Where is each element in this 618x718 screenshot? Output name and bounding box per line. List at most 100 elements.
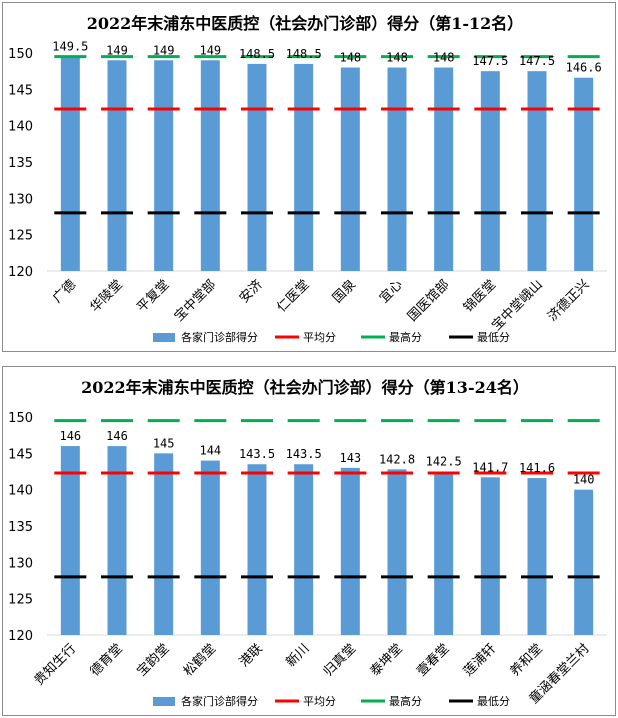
- category-label: 养和堂: [507, 641, 546, 680]
- bar: [527, 478, 547, 635]
- bar: [527, 71, 547, 272]
- category-label: 宝韵堂: [134, 641, 172, 679]
- legend-label: 最高分: [389, 330, 422, 344]
- data-label: 142.8: [379, 452, 415, 466]
- legend-swatch-bar: [153, 697, 175, 706]
- chart-title: 2022年末浦东中医质控（社会办门诊部）得分（第1-12名）: [87, 14, 524, 33]
- y-tick-label: 125: [8, 229, 33, 244]
- category-label: 德育堂: [87, 641, 126, 680]
- chart-panel-bottom: 2022年末浦东中医质控（社会办门诊部）得分（第13-24名） 120 125 130…: [2, 366, 616, 716]
- data-label: 143: [339, 451, 361, 465]
- category-label: 宝中堂部: [172, 277, 219, 324]
- data-label: 143.5: [286, 447, 322, 461]
- category-label: 宝中堂峨山: [489, 277, 546, 334]
- bar: [574, 77, 594, 271]
- data-label: 149: [153, 43, 175, 57]
- y-tick-label: 120: [8, 629, 33, 644]
- category-label: 松鹤堂: [180, 641, 219, 680]
- category-label: 华陵堂: [88, 277, 126, 315]
- category-label: 港联: [237, 641, 266, 670]
- legend-label: 各家门诊部得分: [181, 330, 258, 344]
- category-label: 国泉: [329, 277, 359, 307]
- y-tick-label: 150: [8, 47, 33, 62]
- data-label: 147.5: [519, 54, 555, 68]
- y-tick-label: 150: [8, 411, 33, 426]
- legend-swatch-bar: [153, 333, 175, 342]
- category-label: 国医馆部: [405, 277, 452, 324]
- bar: [480, 477, 500, 635]
- data-label: 145: [153, 436, 175, 450]
- data-label: 143.5: [239, 447, 275, 461]
- data-label: 141.7: [472, 460, 508, 474]
- data-label: 142.5: [426, 455, 462, 469]
- bar: [434, 67, 454, 272]
- bar: [154, 453, 174, 635]
- bar: [247, 464, 267, 635]
- y-tick-label: 140: [8, 484, 33, 499]
- bar: [107, 446, 127, 635]
- category-label: 壹春堂: [414, 641, 452, 679]
- y-tick-label: 130: [8, 192, 33, 207]
- category-label: 济德正兴: [545, 277, 592, 324]
- chart-panel-top: 2022年末浦东中医质控（社会办门诊部）得分（第1-12名） 120 125 130 1…: [2, 2, 616, 352]
- bar: [200, 60, 220, 272]
- y-tick-label: 135: [8, 156, 33, 171]
- legend-label: 最低分: [477, 695, 510, 708]
- legend-label: 平均分: [303, 695, 336, 708]
- data-label: 148: [386, 51, 408, 65]
- legend-label: 最低分: [477, 331, 510, 344]
- category-label: 平复堂: [134, 277, 172, 315]
- category-label: 归真堂: [321, 641, 359, 679]
- legend-label: 平均分: [303, 331, 336, 344]
- data-label: 149.5: [52, 40, 88, 54]
- category-label: 仁医堂: [274, 277, 312, 315]
- category-label: 新川: [283, 641, 313, 671]
- data-label: 146: [59, 429, 81, 443]
- bar: [60, 446, 80, 635]
- bar: [387, 67, 407, 272]
- data-label: 149: [199, 43, 221, 57]
- category-label: 莲浦轩: [461, 641, 499, 679]
- legend-label: 最高分: [389, 694, 422, 708]
- category-label: 锦医堂: [461, 277, 499, 315]
- bar: [294, 63, 314, 272]
- bar: [107, 60, 127, 272]
- bar: [434, 471, 454, 635]
- data-label: 141.6: [519, 461, 555, 475]
- bar: [200, 460, 220, 635]
- bar: [247, 63, 267, 272]
- y-tick-label: 120: [8, 265, 33, 280]
- bar: [574, 489, 594, 635]
- y-tick-label: 145: [8, 447, 33, 462]
- legend-label: 各家门诊部得分: [181, 694, 258, 708]
- y-tick-label: 140: [8, 120, 33, 135]
- category-label: 贵知生行: [31, 641, 79, 689]
- y-tick-label: 145: [8, 83, 33, 98]
- y-tick-label: 135: [8, 520, 33, 535]
- chart-svg-bottom: 2022年末浦东中医质控（社会办门诊部）得分（第13-24名） 120 125 130…: [8, 378, 607, 708]
- y-tick-label: 125: [8, 593, 33, 608]
- data-label: 146.6: [566, 61, 602, 75]
- data-label: 144: [199, 444, 221, 458]
- data-label: 148: [339, 51, 361, 65]
- category-label: 宜心: [377, 277, 406, 306]
- bar: [154, 60, 174, 272]
- data-label: 148.5: [286, 47, 322, 61]
- bar: [340, 67, 360, 272]
- category-label: 泰坤堂: [368, 641, 406, 679]
- data-label: 149: [106, 43, 128, 57]
- bar: [294, 464, 314, 635]
- data-label: 147.5: [472, 54, 508, 68]
- bar: [387, 469, 407, 635]
- data-label: 148.5: [239, 47, 275, 61]
- data-label: 140: [573, 473, 595, 487]
- bar: [60, 56, 80, 272]
- y-tick-label: 130: [8, 556, 33, 571]
- category-label: 广德: [50, 277, 79, 306]
- chart-title: 2022年末浦东中医质控（社会办门诊部）得分（第13-24名）: [81, 378, 529, 397]
- data-label: 146: [106, 429, 128, 443]
- data-label: 148: [433, 51, 455, 65]
- bar: [340, 467, 360, 635]
- chart-svg-top: 2022年末浦东中医质控（社会办门诊部）得分（第1-12名） 120 125 130 1…: [8, 14, 607, 344]
- category-label: 安济: [237, 277, 266, 306]
